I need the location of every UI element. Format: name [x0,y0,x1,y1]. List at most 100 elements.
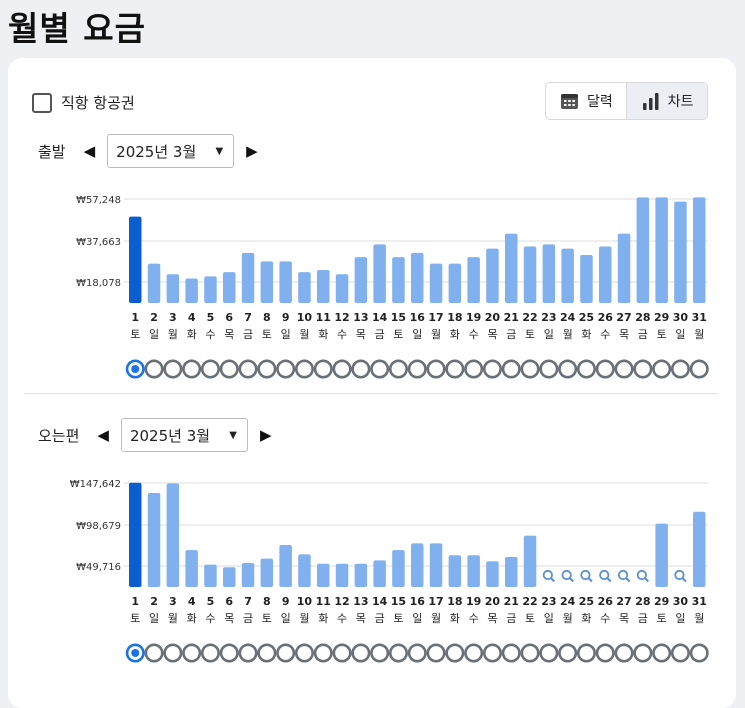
day-radio[interactable] [219,643,239,663]
day-radio[interactable] [332,643,352,663]
fare-bar[interactable] [636,197,650,303]
search-icon[interactable] [617,569,631,583]
day-radio[interactable] [482,359,502,379]
fare-bar[interactable] [147,492,161,587]
day-radio[interactable] [614,643,634,663]
fare-bar[interactable] [204,564,217,587]
day-radio[interactable] [276,643,296,663]
day-radio[interactable] [200,359,220,379]
fare-bar[interactable] [166,483,180,587]
day-radio[interactable] [144,643,164,663]
fare-bar[interactable] [655,523,668,587]
fare-bar[interactable] [561,248,574,303]
search-icon[interactable] [674,569,687,583]
fare-bar[interactable] [373,560,386,587]
day-radio[interactable] [652,359,672,379]
day-radio[interactable] [219,359,239,379]
day-radio[interactable] [351,643,371,663]
day-radio[interactable] [445,359,465,379]
day-radio[interactable] [595,359,615,379]
outbound-month-dropdown[interactable]: 2025년 3월 ▼ [107,134,235,168]
day-radio[interactable] [276,359,296,379]
fare-bar[interactable] [580,255,593,303]
fare-bar[interactable] [354,563,368,587]
day-radio[interactable] [689,359,709,379]
fare-bar[interactable] [223,567,236,587]
fare-bar[interactable] [279,261,292,303]
day-radio[interactable] [633,643,653,663]
chart-view-button[interactable]: 차트 [625,83,707,119]
fare-bar[interactable] [411,543,424,587]
day-radio[interactable] [520,643,540,663]
day-radio[interactable] [501,643,521,663]
direct-flights-checkbox[interactable] [32,92,52,113]
day-radio[interactable] [482,643,502,663]
day-radio[interactable] [407,359,427,379]
fare-bar[interactable] [166,274,180,303]
day-radio[interactable] [445,643,465,663]
day-radio[interactable] [257,359,277,379]
direct-flights-option[interactable]: 직항 항공권 [32,92,135,113]
fare-bar[interactable] [392,257,405,303]
day-radio[interactable] [407,643,427,663]
fare-bar[interactable] [335,274,349,303]
search-icon[interactable] [542,569,556,583]
fare-bar[interactable] [260,261,274,303]
fare-bar[interactable] [599,246,612,303]
fare-bar[interactable] [448,555,462,587]
fare-bar[interactable] [429,263,443,303]
fare-bar[interactable] [505,556,518,587]
day-radio[interactable] [182,359,202,379]
fare-bar[interactable] [223,272,236,303]
fare-bar[interactable] [335,563,349,587]
day-radio[interactable] [426,643,446,663]
day-radio[interactable] [670,359,690,379]
fare-bar[interactable] [542,244,556,303]
day-radio[interactable] [294,643,314,663]
day-radio[interactable] [238,359,258,379]
day-radio[interactable] [614,359,634,379]
fare-bar[interactable] [260,558,274,587]
fare-bar[interactable] [373,244,386,303]
fare-bar[interactable] [317,563,330,587]
day-radio[interactable] [539,643,559,663]
fare-bar[interactable] [298,554,311,587]
fare-bar[interactable] [298,272,311,303]
fare-bar[interactable] [505,233,518,303]
fare-bar[interactable] [129,482,142,587]
day-radio[interactable] [200,643,220,663]
fare-bar[interactable] [523,246,537,303]
day-radio[interactable] [576,643,596,663]
fare-bar[interactable] [486,561,499,587]
day-radio[interactable] [144,359,164,379]
fare-bar[interactable] [317,269,330,303]
fare-bar[interactable] [523,535,537,587]
day-radio[interactable] [576,359,596,379]
day-radio[interactable] [652,643,672,663]
day-radio[interactable] [388,359,408,379]
day-radio[interactable] [426,359,446,379]
fare-bar[interactable] [693,197,706,303]
day-radio[interactable] [464,643,484,663]
day-radio[interactable] [163,359,183,379]
fare-bar[interactable] [279,545,292,587]
outbound-next-month-button[interactable]: ▶ [246,142,258,160]
day-radio[interactable] [689,643,709,663]
day-radio[interactable] [388,643,408,663]
day-radio[interactable] [313,359,333,379]
day-radio[interactable] [370,359,390,379]
fare-bar[interactable] [129,216,142,303]
search-icon[interactable] [636,569,650,583]
day-radio[interactable] [520,359,540,379]
return-next-month-button[interactable]: ▶ [259,426,272,444]
fare-bar[interactable] [467,555,480,587]
day-radio[interactable] [332,359,352,379]
fare-bar[interactable] [617,233,631,303]
search-icon[interactable] [580,569,593,583]
day-radio[interactable] [163,643,183,663]
outbound-prev-month-button[interactable]: ◀ [83,142,96,160]
day-radio[interactable] [182,643,202,663]
fare-bar[interactable] [486,248,499,303]
fare-bar[interactable] [392,550,405,587]
day-radio[interactable] [558,643,578,663]
